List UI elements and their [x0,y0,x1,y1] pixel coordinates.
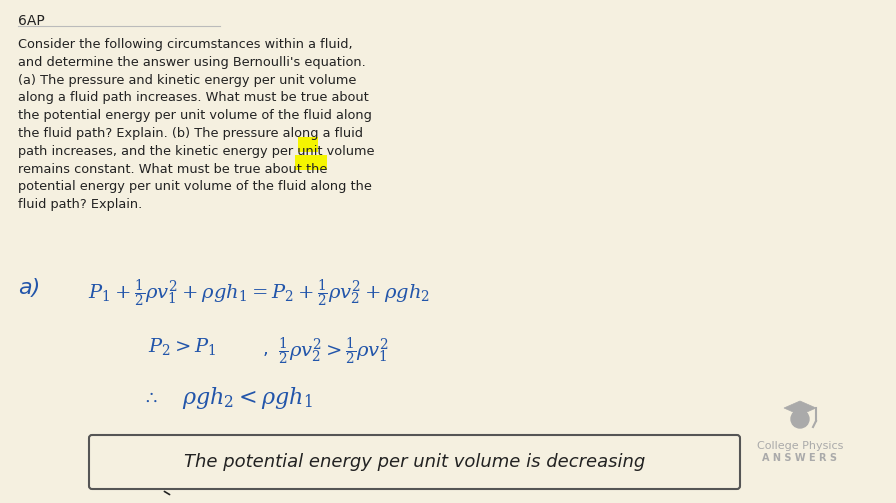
Text: $,$: $,$ [262,340,268,358]
FancyBboxPatch shape [295,155,327,170]
Text: a): a) [18,278,40,298]
Text: College Physics: College Physics [757,441,843,451]
Text: 6AP: 6AP [18,14,45,28]
FancyBboxPatch shape [89,435,740,489]
Text: $\therefore$: $\therefore$ [142,388,158,406]
Text: $\rho g h_2 < \rho g h_1$: $\rho g h_2 < \rho g h_1$ [182,385,313,411]
Text: A N S W E R S: A N S W E R S [762,453,838,463]
Polygon shape [784,401,816,415]
Text: $P_1 + \frac{1}{2}\rho v_1^2 + \rho g h_1 = P_2 + \frac{1}{2}\rho v_2^2 + \rho g: $P_1 + \frac{1}{2}\rho v_1^2 + \rho g h_… [88,278,430,310]
Text: $\frac{1}{2}\rho v_2^2 > \frac{1}{2}\rho v_1^2$: $\frac{1}{2}\rho v_2^2 > \frac{1}{2}\rho… [278,336,389,368]
FancyBboxPatch shape [298,137,318,152]
Circle shape [791,410,809,428]
Text: The potential energy per unit volume is decreasing: The potential energy per unit volume is … [184,453,645,471]
Text: $P_2 > P_1$: $P_2 > P_1$ [148,336,216,357]
Text: Consider the following circumstances within a fluid,
and determine the answer us: Consider the following circumstances wit… [18,38,375,211]
